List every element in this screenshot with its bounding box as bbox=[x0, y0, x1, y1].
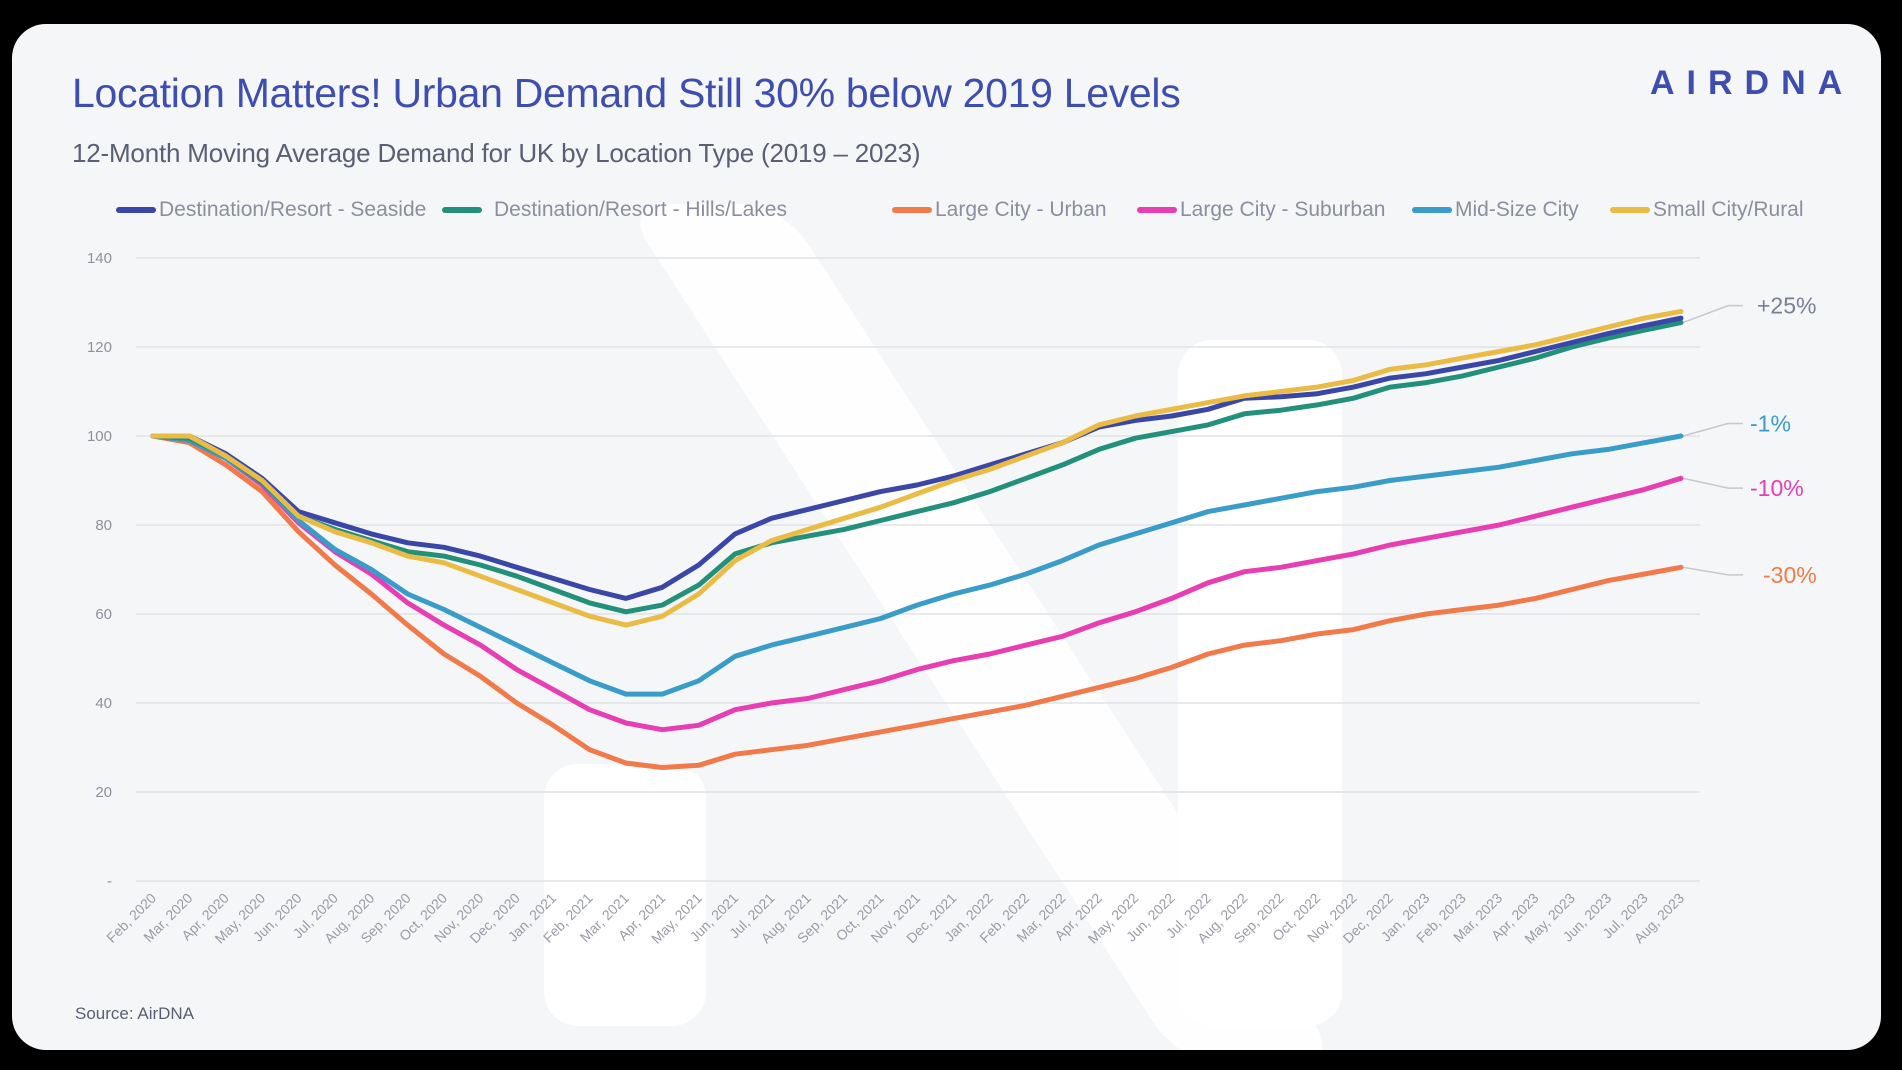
y-tick-label: 80 bbox=[95, 517, 112, 534]
series-lines bbox=[150, 308, 1684, 770]
y-tick-label: 20 bbox=[95, 784, 112, 801]
watermark-left-shape bbox=[544, 764, 706, 1026]
series-line-destination-resort-seaside bbox=[150, 315, 1684, 601]
legend-swatch-hills-lakes bbox=[442, 207, 482, 213]
source-note: Source: AirDNA bbox=[75, 1004, 195, 1023]
airdna-logo: AIRDNA bbox=[1650, 64, 1855, 102]
page-title: Location Matters! Urban Demand Still 30%… bbox=[72, 70, 1181, 116]
annotation-leaders bbox=[1682, 304, 1743, 576]
legend-item-seaside: Destination/Resort - Seaside bbox=[116, 198, 426, 222]
annotation-leader-line bbox=[1682, 304, 1743, 324]
legend-item-mid-size: Mid-Size City bbox=[1412, 198, 1579, 222]
y-tick-label: 100 bbox=[87, 428, 112, 445]
annotation-leader-line bbox=[1682, 422, 1743, 437]
legend-label-small-rural: Small City/Rural bbox=[1653, 198, 1804, 221]
end-annotation-label: -30% bbox=[1763, 562, 1817, 588]
legend-label-urban: Large City - Urban bbox=[935, 198, 1107, 221]
chart-legend: Destination/Resort - Seaside Destination… bbox=[12, 198, 1881, 238]
annotation-leader-line bbox=[1682, 566, 1743, 576]
end-annotation-label: -10% bbox=[1750, 475, 1804, 501]
y-tick-label: - bbox=[107, 873, 112, 890]
legend-swatch-urban bbox=[892, 207, 932, 213]
legend-swatch-suburban bbox=[1137, 207, 1177, 213]
legend-swatch-small-rural bbox=[1610, 207, 1650, 213]
y-tick-label: 60 bbox=[95, 606, 112, 623]
y-axis-ticks: - 20 40 60 80 100 120 140 bbox=[87, 250, 112, 890]
legend-label-hills-lakes: Destination/Resort - Hills/Lakes bbox=[494, 198, 787, 221]
series-line-small-city-rural bbox=[150, 308, 1684, 628]
series-line-destination-resort-hills-lakes bbox=[150, 320, 1684, 615]
legend-item-suburban: Large City - Suburban bbox=[1137, 198, 1385, 222]
legend-label-mid-size: Mid-Size City bbox=[1455, 198, 1579, 221]
legend-label-suburban: Large City - Suburban bbox=[1180, 198, 1386, 221]
series-line-large-city-suburban bbox=[150, 433, 1684, 733]
y-tick-label: 140 bbox=[87, 250, 112, 267]
end-annotation-label: +25% bbox=[1757, 293, 1816, 319]
legend-swatch-mid-size bbox=[1412, 207, 1452, 213]
legend-item-hills-lakes: Destination/Resort - Hills/Lakes bbox=[442, 198, 787, 222]
annotation-leader-line bbox=[1682, 477, 1743, 489]
series-line-large-city-urban bbox=[150, 433, 1684, 770]
legend-label-seaside: Destination/Resort - Seaside bbox=[159, 198, 427, 221]
series-line-mid-size-city bbox=[150, 433, 1684, 697]
chart-subtitle: 12-Month Moving Average Demand for UK by… bbox=[72, 138, 921, 168]
legend-swatch-seaside bbox=[116, 207, 156, 213]
y-tick-label: 120 bbox=[87, 339, 112, 356]
chart-card: Location Matters! Urban Demand Still 30%… bbox=[12, 24, 1881, 1050]
y-tick-label: 40 bbox=[95, 695, 112, 712]
watermark-right-shape bbox=[1178, 340, 1342, 1026]
end-annotation-label: -1% bbox=[1750, 411, 1791, 437]
end-annotations: +25% -1% -10% -30% bbox=[1750, 293, 1817, 588]
legend-item-urban: Large City - Urban bbox=[892, 198, 1107, 222]
legend-item-small-rural: Small City/Rural bbox=[1610, 198, 1804, 222]
